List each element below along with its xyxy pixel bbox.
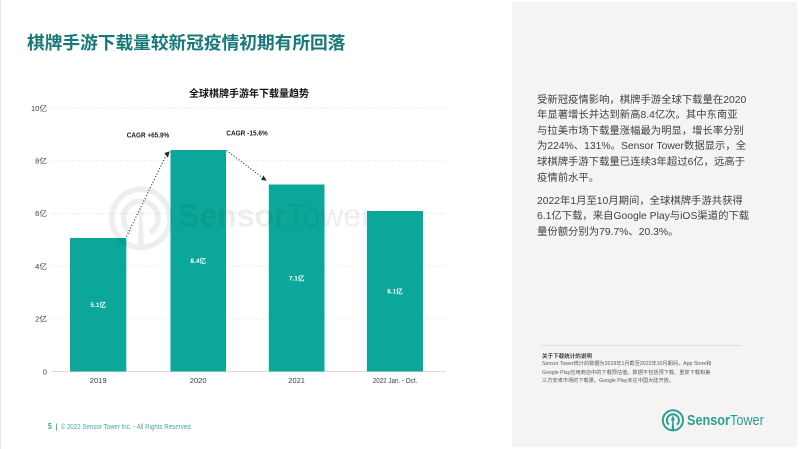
svg-text:6.1亿: 6.1亿 <box>387 287 403 296</box>
svg-text:2020: 2020 <box>190 376 207 385</box>
svg-text:8.4亿: 8.4亿 <box>190 256 206 265</box>
svg-text:4亿: 4亿 <box>35 261 47 271</box>
svg-text:6亿: 6亿 <box>35 208 47 218</box>
svg-text:7.1亿: 7.1亿 <box>289 274 305 283</box>
svg-text:SensorTower: SensorTower <box>178 198 372 234</box>
svg-text:CAGR +65.9%: CAGR +65.9% <box>127 130 170 139</box>
svg-text:8亿: 8亿 <box>35 156 47 166</box>
svg-text:2022 Jan. - Oct.: 2022 Jan. - Oct. <box>373 376 418 385</box>
svg-text:2021: 2021 <box>288 376 305 385</box>
svg-text:2亿: 2亿 <box>35 314 47 324</box>
svg-text:CAGR -15.6%: CAGR -15.6% <box>226 128 268 137</box>
svg-text:0: 0 <box>43 367 47 376</box>
svg-text:2019: 2019 <box>90 376 107 385</box>
svg-text:5.1亿: 5.1亿 <box>90 300 106 309</box>
svg-text:10亿: 10亿 <box>31 103 47 113</box>
